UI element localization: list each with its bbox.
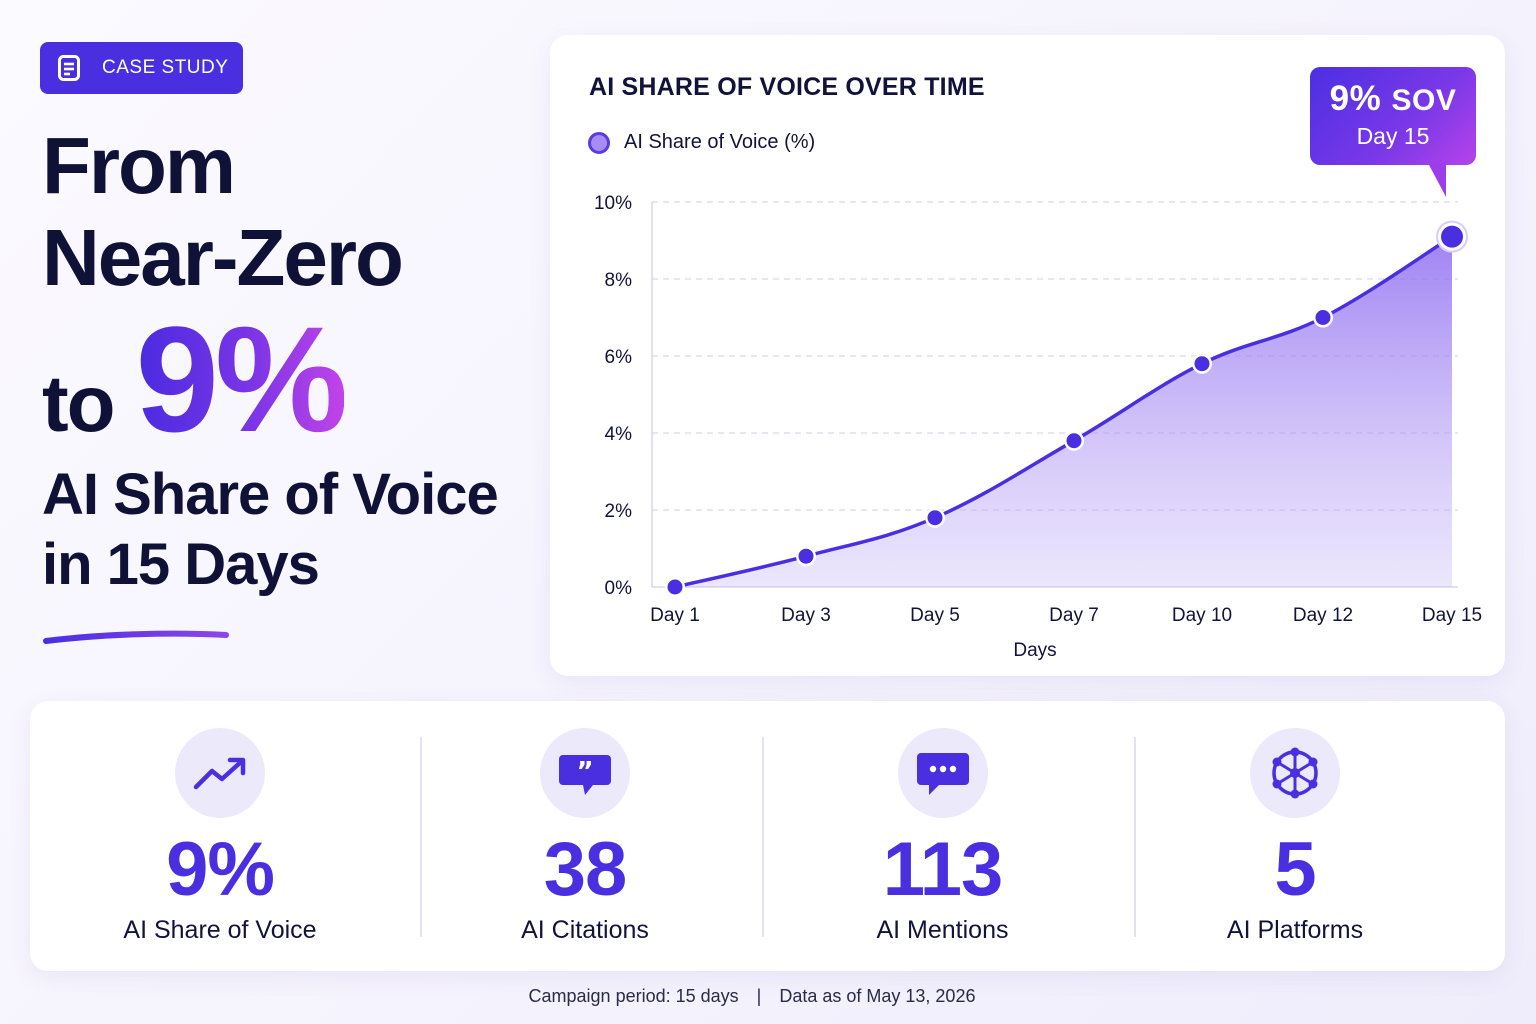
x-tick-label: Day 3 xyxy=(781,605,831,626)
headline-line-4: AI Share of Voice xyxy=(42,462,499,527)
headline-to: to xyxy=(42,359,116,448)
headline-highlight-value: 9% xyxy=(135,295,349,463)
chat-bubble-icon xyxy=(897,728,988,818)
stat-citations: ” 38 AI Citations xyxy=(450,701,720,971)
legend-label: AI Share of Voice (%) xyxy=(624,131,816,153)
x-tick-label: Day 15 xyxy=(1422,605,1482,626)
trending-up-icon xyxy=(175,728,265,818)
footer-as-of: Data as of May 13, 2026 xyxy=(779,986,976,1006)
headline: From Near-Zero to 9% AI Share of Voice i… xyxy=(42,120,542,600)
x-tick-label: Day 7 xyxy=(1049,605,1099,626)
y-tick-label: 4% xyxy=(605,424,633,445)
data-point xyxy=(927,510,943,526)
y-tick-label: 2% xyxy=(605,501,633,522)
stat-divider xyxy=(1134,737,1136,937)
callout-value: 9% SOV xyxy=(1310,79,1476,119)
stats-card: 9% AI Share of Voice ” 38 AI Citations 1… xyxy=(30,701,1505,971)
headline-underline xyxy=(43,630,229,644)
network-icon xyxy=(1250,728,1340,818)
callout-day: Day 15 xyxy=(1356,123,1430,149)
quote-icon: ” xyxy=(540,728,630,818)
footer-separator: | xyxy=(756,986,762,1006)
stat-divider xyxy=(762,737,764,937)
y-tick-label: 6% xyxy=(605,347,633,368)
footer-period: Campaign period: 15 days xyxy=(528,986,739,1006)
stat-share-of-voice: 9% AI Share of Voice xyxy=(70,701,370,971)
series-area xyxy=(675,236,1452,587)
headline-line-3: to 9% xyxy=(42,304,542,454)
stat-value: 5 xyxy=(1274,827,1316,912)
headline-line-1: From xyxy=(42,121,236,210)
data-point xyxy=(1441,225,1463,248)
data-point xyxy=(1194,356,1210,372)
stat-value: 38 xyxy=(543,827,628,912)
chart-title: AI SHARE OF VOICE OVER TIME xyxy=(589,73,985,101)
svg-text:”: ” xyxy=(576,757,593,787)
callout-unit: SOV xyxy=(1391,84,1457,117)
data-point xyxy=(1315,310,1331,325)
x-tick-label: Day 12 xyxy=(1293,605,1353,626)
x-tick-label: Day 1 xyxy=(650,605,700,626)
y-tick-label: 8% xyxy=(605,270,633,291)
stat-value: 113 xyxy=(882,827,1004,912)
legend-marker xyxy=(588,131,610,154)
sov-chart: 0% 2% 4% 6% 8% 10% Day 1 Day 3 Day 5 Day 7 Day 10 D… xyxy=(594,193,1482,661)
stat-value: 9% xyxy=(166,827,275,912)
headline-line-5: in 15 Days xyxy=(42,532,320,597)
x-tick-label: Day 10 xyxy=(1172,605,1232,626)
data-point xyxy=(798,548,814,564)
stat-label: AI Platforms xyxy=(1226,916,1364,944)
x-tick-label: Day 5 xyxy=(910,605,960,626)
x-axis-label: Days xyxy=(1013,640,1056,661)
document-icon xyxy=(58,55,80,81)
stat-mentions: 113 AI Mentions xyxy=(800,701,1085,971)
footer: Campaign period: 15 days | Data as of May … xyxy=(0,986,1504,1007)
stat-label: AI Citations xyxy=(521,916,649,944)
case-study-badge: CASE STUDY xyxy=(40,42,243,94)
stat-label: AI Share of Voice xyxy=(123,916,317,944)
y-tick-label: 10% xyxy=(594,193,632,214)
stat-platforms: 5 AI Platforms xyxy=(1160,701,1430,971)
callout-number: 9% xyxy=(1329,79,1382,118)
badge-label: CASE STUDY xyxy=(102,57,229,78)
chart-legend: AI Share of Voice (%) xyxy=(588,131,815,154)
y-tick-label: 0% xyxy=(605,578,633,599)
chart-callout: 9% SOV Day 15 xyxy=(1310,67,1476,197)
chart-card: AI SHARE OF VOICE OVER TIME AI Share of … xyxy=(550,35,1505,676)
data-point xyxy=(667,579,683,595)
data-point xyxy=(1066,433,1082,449)
stat-label: AI Mentions xyxy=(876,916,1009,944)
headline-line-2: Near-Zero xyxy=(42,213,404,302)
stat-divider xyxy=(420,737,422,937)
